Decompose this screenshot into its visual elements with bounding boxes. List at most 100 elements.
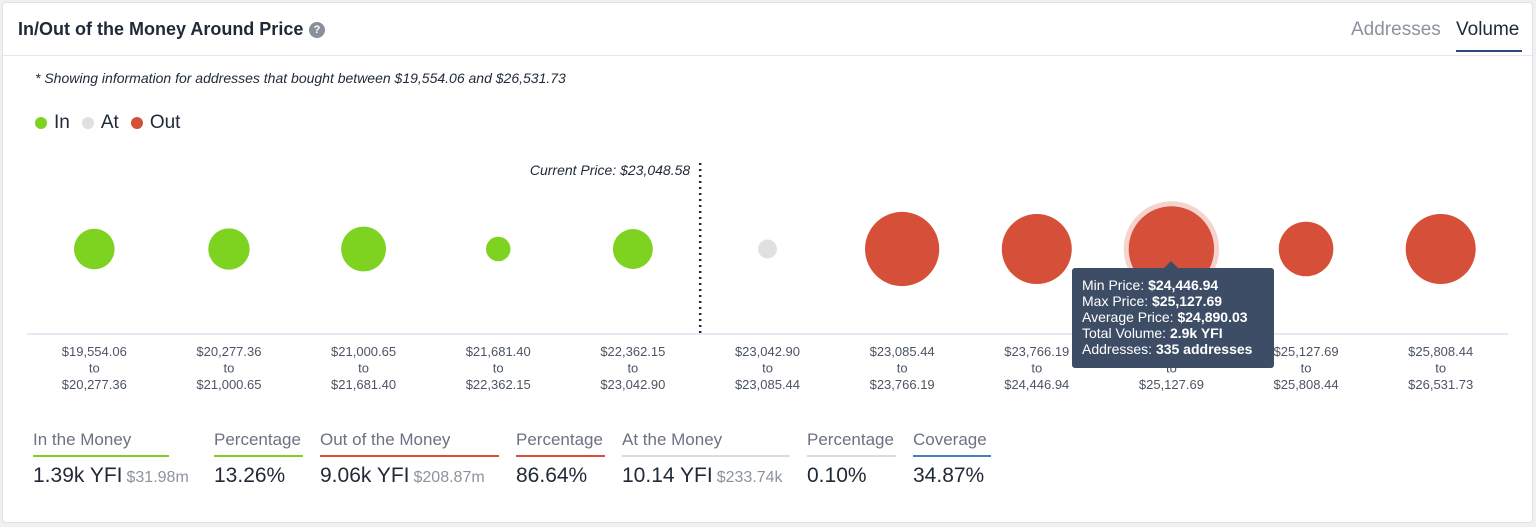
stat-at-percentage: Percentage 0.10% (807, 430, 896, 488)
x-tick-label: $22,362.15 (600, 344, 665, 359)
legend-item-in[interactable]: In (35, 112, 70, 134)
x-tick-label: $23,085.44 (870, 344, 935, 359)
tooltip-volume-value: 2.9k YFI (1169, 325, 1223, 341)
legend-label-out: Out (149, 112, 181, 133)
chart-legend: In At Out (35, 112, 192, 134)
stat-at-the-money: At the Money 10.14 YFI $233.74k (622, 430, 790, 488)
bubble-in[interactable] (208, 228, 250, 270)
stat-label: Coverage (913, 430, 991, 457)
x-tick-label: $25,127.69 (1274, 344, 1339, 359)
stat-label: Percentage (807, 430, 896, 457)
bubble-out[interactable] (1405, 214, 1476, 284)
range-note: * Showing information for addresses that… (35, 70, 566, 86)
x-tick-label: $23,042.90 (600, 377, 665, 392)
tooltip-avg-label: Average Price: (1082, 309, 1174, 325)
stat-value: 34.87% (913, 464, 985, 487)
x-tick-label: $23,766.19 (870, 377, 935, 392)
current-price-label: Current Price: $23,048.58 (530, 162, 691, 178)
bubble-chart: $19,554.06to$20,277.36$20,277.36to$21,00… (27, 162, 1508, 392)
tooltip-addresses-value: 335 addresses (1155, 341, 1253, 357)
x-tick-label: $25,127.69 (1139, 377, 1204, 392)
stat-label: Percentage (516, 430, 605, 457)
x-tick-label: to (224, 361, 235, 376)
bubble-in[interactable] (341, 226, 386, 272)
x-tick-label: $20,277.36 (196, 344, 261, 359)
bubble-in[interactable] (612, 229, 653, 269)
stat-sub-value: $31.98m (126, 469, 189, 486)
stat-label: Out of the Money (320, 430, 499, 457)
legend-item-at[interactable]: At (81, 112, 119, 134)
stat-in-percentage: Percentage 13.26% (214, 430, 303, 488)
x-tick-label: to (762, 361, 773, 376)
bubble-out[interactable] (1001, 214, 1072, 284)
stat-value: 13.26% (214, 464, 286, 487)
card-title: In/Out of the Money Around Price (18, 19, 304, 39)
stat-out-of-the-money: Out of the Money 9.06k YFI $208.87m (320, 430, 499, 488)
legend-dot-in (35, 117, 47, 129)
legend-dot-at (81, 117, 94, 129)
x-tick-label: $19,554.06 (62, 344, 127, 359)
stat-main-value: 10.14 YFI (622, 464, 713, 487)
card-header: In/Out of the Money Around Price ? Addre… (3, 3, 1532, 56)
stat-value: 9.06k YFI $208.87m (320, 464, 499, 488)
x-tick-label: to (358, 361, 369, 376)
legend-item-out[interactable]: Out (130, 112, 181, 134)
question-circle-icon[interactable]: ? (309, 22, 325, 38)
stat-value: 0.10% (807, 464, 867, 487)
tooltip-min-value: $24,446.94 (1148, 277, 1219, 293)
tab-addresses[interactable]: Addresses (1351, 19, 1441, 40)
tab-volume[interactable]: Volume (1456, 19, 1520, 40)
x-tick-label: $26,531.73 (1408, 377, 1473, 392)
legend-label-in: In (54, 112, 70, 133)
x-tick-label: $22,362.15 (466, 377, 531, 392)
x-tick-label: to (89, 361, 100, 376)
bubble-out[interactable] (865, 211, 940, 287)
active-tab-indicator (1456, 50, 1522, 52)
x-tick-label: to (897, 361, 908, 376)
stat-sub-value: $208.87m (413, 469, 485, 486)
tooltip-volume-row: Total Volume: 2.9k YFI (1082, 325, 1264, 341)
summary-stats: In the Money 1.39k YFI $31.98m Percentage… (0, 430, 1536, 500)
tooltip-avg-value: $24,890.03 (1177, 309, 1248, 325)
stat-main-value: 1.39k YFI (33, 464, 123, 487)
x-tick-label: $25,808.44 (1408, 344, 1473, 359)
tooltip-avg-row: Average Price: $24,890.03 (1082, 309, 1264, 325)
x-tick-label: $21,681.40 (466, 344, 531, 359)
tooltip-addresses-label: Addresses: (1082, 341, 1153, 357)
tooltip-max-label: Max Price: (1082, 293, 1149, 309)
x-tick-label: $21,000.65 (196, 377, 261, 392)
bubble-in[interactable] (74, 228, 115, 270)
x-tick-label: $23,085.44 (735, 377, 800, 392)
stat-label: In the Money (33, 430, 169, 457)
tooltip-volume-label: Total Volume: (1082, 325, 1167, 341)
x-tick-label: to (1031, 361, 1042, 376)
x-tick-label: $23,766.19 (1004, 344, 1069, 359)
stat-out-percentage: Percentage 86.64% (516, 430, 605, 488)
bubble-in[interactable] (485, 236, 511, 262)
x-tick-label: $25,808.44 (1274, 377, 1339, 392)
x-tick-label: to (627, 361, 638, 376)
tooltip-min-label: Min Price: (1082, 277, 1145, 293)
stat-value: 86.64% (516, 464, 588, 487)
legend-label-at: At (100, 112, 119, 133)
stat-coverage: Coverage 34.87% (913, 430, 991, 488)
x-tick-label: to (1435, 361, 1446, 376)
tooltip-max-row: Max Price: $25,127.69 (1082, 293, 1264, 309)
x-tick-label: $20,277.36 (62, 377, 127, 392)
stat-value: 10.14 YFI $233.74k (622, 464, 790, 488)
stat-label: Percentage (214, 430, 303, 457)
x-tick-label: $21,000.65 (331, 344, 396, 359)
bubble-out[interactable] (1278, 221, 1334, 277)
stat-label: At the Money (622, 430, 790, 457)
stat-main-value: 9.06k YFI (320, 464, 410, 487)
bubble-at[interactable] (758, 239, 777, 259)
stat-sub-value: $233.74k (716, 469, 783, 486)
x-tick-label: $21,681.40 (331, 377, 396, 392)
tooltip-min-row: Min Price: $24,446.94 (1082, 277, 1264, 293)
x-tick-label: $24,446.94 (1004, 377, 1069, 392)
stat-in-the-money: In the Money 1.39k YFI $31.98m (33, 430, 189, 488)
x-tick-label: to (493, 361, 504, 376)
x-tick-label: to (1301, 361, 1312, 376)
x-tick-label: $23,042.90 (735, 344, 800, 359)
